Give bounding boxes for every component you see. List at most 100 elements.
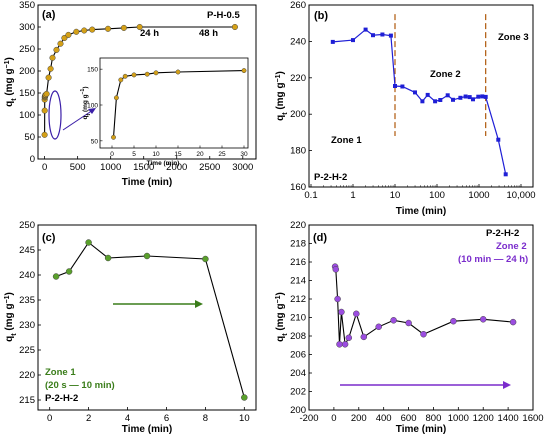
- panel-a-y-tick-label: 300: [19, 22, 35, 33]
- panel-a-y-tick-label: 50: [24, 132, 35, 143]
- panel-b-data-point: [413, 90, 417, 95]
- panel-b-series-line: [332, 28, 507, 175]
- panel-b-series: [330, 27, 508, 177]
- panel-c-x-tick-label: 4: [125, 413, 130, 424]
- panel-d-series: [331, 263, 517, 348]
- panel-d-x-tick-label: 1600: [522, 413, 543, 424]
- inset-y-axis-label-part: ): [82, 86, 89, 88]
- panel-b-ticks: 160 180 200 220 240 260 0.1 1 10 100 1000 10,000: [290, 0, 535, 201]
- panel-a-x-tick-label: 3000: [232, 162, 253, 173]
- panel-b-data-point: [425, 92, 430, 97]
- panel-b-data-point: [433, 99, 438, 104]
- inset-series: [111, 68, 247, 140]
- panel-c-data-point: [104, 254, 112, 262]
- annotation-24h: 24 h: [140, 28, 159, 39]
- panel-d-data-point: [360, 333, 368, 341]
- panel-d-y-axis-label: qt (mg g−1): [275, 292, 289, 342]
- panel-a-data-point: [45, 74, 52, 81]
- panel-b-data-point: [463, 94, 468, 99]
- panel-c-data-point: [85, 239, 92, 246]
- panel-c-x-tick-label: 0: [47, 413, 52, 424]
- panel-d-y-tick-label: 210: [290, 313, 306, 324]
- panel-b-data-point: [471, 97, 475, 102]
- inset-data-point: [131, 72, 137, 78]
- panel-c-y-tick-label: 215: [19, 395, 35, 406]
- inset-x-tick-label: 20: [196, 151, 204, 158]
- panel-d-ticks: 200 202 204 206 208 210 212 214 216 218 220 -200 0 20…: [290, 220, 543, 424]
- panel-b-y-tick-label: 240: [290, 36, 306, 47]
- panel-b-data-point: [420, 99, 425, 104]
- panel-a-data-point: [41, 107, 48, 114]
- panel-c-y-tick-label: 245: [19, 245, 35, 256]
- panel-a-x-tick-label: 1500: [133, 162, 154, 173]
- panel-d-data-point: [332, 266, 340, 273]
- panel-b-data-point: [503, 172, 508, 177]
- panel-c-y-axis-label: qt (mg g−1): [4, 292, 18, 342]
- inset-data-point: [175, 69, 181, 75]
- panel-d-x-tick-label: 600: [401, 413, 417, 424]
- panel-b-y-axis-label: qt (mg g−1): [275, 71, 289, 121]
- panel-b-label: (b): [314, 10, 328, 22]
- panel-d-sample-label: P-2-H-2: [486, 228, 519, 239]
- panel-b-x-tick-label: 100: [429, 190, 445, 201]
- zone-1-label: Zone 1: [331, 135, 362, 146]
- inset-x-tick-label: 0: [110, 151, 114, 158]
- inset-x-tick-label: 5: [132, 151, 136, 158]
- panel-d-zone-label: Zone 2: [496, 241, 527, 252]
- panel-b-sample-label: P-2-H-2: [314, 172, 347, 183]
- panel-b-data-point: [363, 27, 368, 32]
- panel-a-data-point: [73, 28, 80, 35]
- panel-d-y-tick-label: 218: [290, 239, 306, 250]
- panel-a-data-point: [65, 31, 72, 38]
- inset-y-axis-label-part: t: [86, 114, 92, 116]
- panel-c-series: [52, 239, 248, 401]
- panel-a-y-tick-label: 350: [19, 0, 35, 11]
- inset-x-tick-label: 30: [240, 151, 248, 158]
- panel-a-data-point: [43, 90, 50, 97]
- panel-a-y-axis-label: qt (mg g−1): [4, 57, 18, 107]
- panel-c-x-tick-label: 10: [239, 413, 250, 424]
- panel-c-trend-arrowhead: [195, 300, 203, 308]
- panel-b-x-tick-label: 10,000: [506, 190, 535, 201]
- panel-c-x-tick-label: 6: [164, 413, 169, 424]
- panel-a-x-axis-label: Time (min): [122, 177, 172, 188]
- panel-a-x-tick-label: 2500: [199, 162, 220, 173]
- panel-c: (c) 215 220 225 230 235 240 245 250 0 2 4 6 8 10 Zone…: [4, 220, 257, 435]
- panel-d-x-tick-label: 1200: [473, 413, 494, 424]
- panel-d-y-tick-label: 204: [290, 368, 306, 379]
- inset-x-tick-label: 10: [152, 151, 160, 158]
- panel-a-y-tick-label: 100: [19, 110, 35, 121]
- inset-pointer-arrow: [62, 109, 94, 131]
- panel-c-data-point: [52, 273, 60, 280]
- panel-d-x-axis-label: Time (min): [396, 424, 446, 435]
- panel-b-zone-lines: [394, 14, 487, 137]
- panel-c-y-tick-label: 250: [19, 220, 35, 231]
- panel-a-data-point: [53, 46, 60, 53]
- inset-data-point: [144, 71, 150, 77]
- panel-a-x-tick-label: 0: [42, 162, 47, 173]
- panel-b-y-tick-label: 260: [290, 0, 306, 11]
- panel-c-zone-label: Zone 1: [45, 367, 76, 378]
- panel-d-label: (d): [313, 232, 327, 244]
- panel-b: (b) 160 180 200 220 240 260 0.1 1 10 100 1000 10,00…: [275, 0, 536, 217]
- panel-c-y-tick-label: 220: [19, 370, 35, 381]
- panel-b-y-tick-label: 200: [290, 109, 306, 120]
- inset-y-tick-label: 150: [87, 67, 98, 74]
- inset-y-axis-label-part: (mg g: [82, 94, 89, 114]
- panel-b-data-point: [445, 93, 450, 98]
- panel-b-y-tick-label: 180: [290, 146, 306, 157]
- inset-frame: [99, 57, 249, 149]
- annotation-48h: 48 h: [199, 28, 218, 39]
- panel-c-data-point: [65, 268, 73, 275]
- panel-b-y-tick-label: 220: [290, 73, 306, 84]
- panel-a-data-point: [231, 23, 238, 31]
- inset-data-point: [113, 95, 119, 101]
- panel-d-x-tick-label: 1000: [448, 413, 469, 424]
- panel-b-data-point: [380, 32, 385, 37]
- panel-a-data-point: [41, 131, 48, 138]
- panel-a-legend: P-H-0.5: [207, 10, 240, 21]
- panel-b-x-tick-label: 10: [390, 190, 401, 201]
- panel-a-data-point: [89, 26, 96, 33]
- panel-d-data-point: [375, 323, 382, 331]
- panel-b-data-point: [480, 94, 485, 99]
